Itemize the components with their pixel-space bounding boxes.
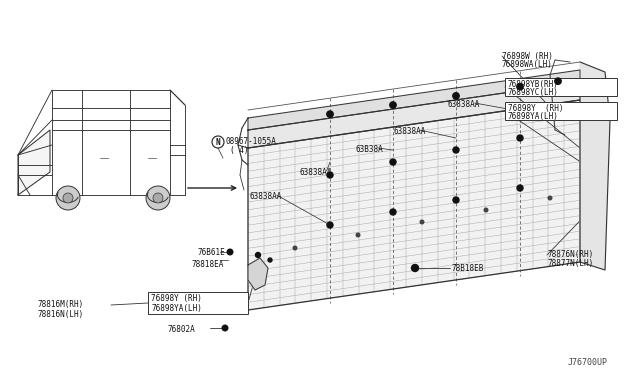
Circle shape — [327, 172, 333, 178]
Bar — [505, 78, 617, 96]
Text: 76898YA(LH): 76898YA(LH) — [151, 304, 202, 313]
Circle shape — [153, 193, 163, 203]
Circle shape — [453, 147, 459, 153]
Circle shape — [327, 111, 333, 117]
Text: 76898WA(LH): 76898WA(LH) — [502, 60, 553, 69]
Text: 08967-1055A: 08967-1055A — [226, 137, 277, 146]
Polygon shape — [248, 258, 268, 290]
Circle shape — [268, 258, 272, 262]
Circle shape — [146, 186, 170, 210]
Circle shape — [212, 136, 224, 148]
Circle shape — [548, 196, 552, 200]
Circle shape — [63, 193, 73, 203]
Text: 76898YC(LH): 76898YC(LH) — [508, 88, 559, 97]
Circle shape — [390, 209, 396, 215]
Circle shape — [453, 93, 460, 99]
Circle shape — [517, 83, 524, 90]
Circle shape — [293, 246, 297, 250]
Circle shape — [555, 78, 561, 84]
Circle shape — [484, 208, 488, 212]
Circle shape — [327, 222, 333, 228]
Circle shape — [517, 185, 523, 191]
Text: 76898W (RH): 76898W (RH) — [502, 52, 553, 61]
Polygon shape — [18, 130, 50, 195]
Text: 76898Y  (RH): 76898Y (RH) — [508, 104, 563, 113]
Text: 78816N(LH): 78816N(LH) — [38, 310, 84, 319]
Circle shape — [453, 197, 459, 203]
Text: 76898YB(RH): 76898YB(RH) — [508, 80, 559, 89]
Polygon shape — [248, 82, 580, 148]
Text: 63838AA: 63838AA — [250, 192, 282, 201]
Circle shape — [227, 249, 233, 255]
Circle shape — [56, 186, 80, 210]
Text: 76802A: 76802A — [167, 325, 195, 334]
Circle shape — [390, 159, 396, 165]
Polygon shape — [580, 62, 610, 270]
Circle shape — [356, 233, 360, 237]
Circle shape — [420, 220, 424, 224]
Text: 78818EA: 78818EA — [191, 260, 223, 269]
Text: 76B61E: 76B61E — [198, 248, 226, 257]
Text: 78816M(RH): 78816M(RH) — [38, 300, 84, 309]
Text: 63838AA: 63838AA — [300, 168, 332, 177]
Text: 78876N(RH): 78876N(RH) — [547, 250, 593, 259]
Bar — [505, 102, 617, 120]
Circle shape — [255, 253, 260, 257]
Text: 78877N(LH): 78877N(LH) — [547, 259, 593, 268]
Circle shape — [222, 325, 228, 331]
Circle shape — [390, 102, 396, 108]
Text: N: N — [216, 138, 220, 147]
Polygon shape — [248, 100, 580, 310]
Text: ( 4): ( 4) — [230, 146, 248, 155]
Text: J76700UP: J76700UP — [568, 358, 608, 367]
Text: 63838AA: 63838AA — [393, 127, 426, 136]
Text: 76898YA(LH): 76898YA(LH) — [508, 112, 559, 121]
Text: 63B38A: 63B38A — [355, 145, 383, 154]
Circle shape — [517, 135, 523, 141]
Text: 76898Y (RH): 76898Y (RH) — [151, 294, 202, 303]
Bar — [148, 292, 248, 314]
Circle shape — [412, 264, 419, 272]
Polygon shape — [248, 70, 580, 130]
Text: 78B18EB: 78B18EB — [452, 264, 484, 273]
Text: 63838AA: 63838AA — [448, 100, 481, 109]
